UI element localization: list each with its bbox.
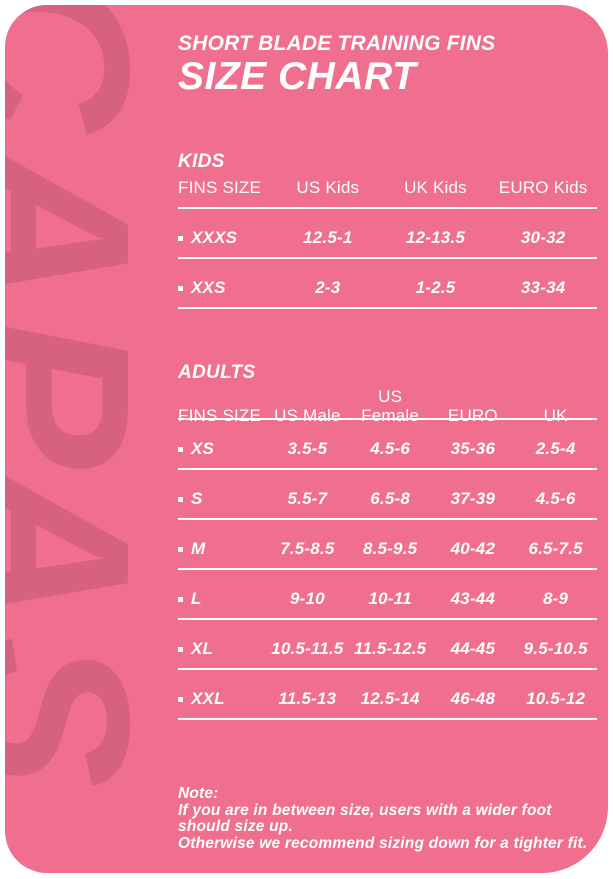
bullet-square-icon (178, 497, 183, 503)
size-value: 7.5-8.5 (280, 539, 335, 559)
bullet-square-icon (178, 286, 183, 292)
fin-size-label: XL (191, 639, 214, 659)
size-cell: XXS (178, 279, 274, 298)
column-header: FINS SIZE (178, 178, 262, 198)
size-cell: XL (178, 640, 266, 659)
bullet-square-icon (178, 647, 183, 653)
size-value: 46-48 (450, 689, 496, 709)
size-value: 4.5-6 (535, 489, 576, 509)
fin-size-label: S (191, 489, 203, 509)
product-subtitle: SHORT BLADE TRAINING FINS (178, 32, 496, 55)
table-row: XXS 2-3 1-2.5 33-34 (178, 259, 597, 309)
size-value: 44-45 (450, 639, 496, 659)
note-line: If you are in between size, users with a… (178, 801, 552, 819)
table-header-row: FINS SIZE US Kids UK Kids EURO Kids (178, 177, 597, 209)
size-cell: XS (178, 440, 266, 459)
size-value: 12.5-1 (303, 228, 353, 248)
size-value: 9-10 (289, 589, 325, 609)
size-value: 33-34 (520, 278, 566, 298)
size-value: 2.5-4 (535, 439, 576, 459)
bullet-square-icon (178, 447, 183, 453)
size-cell: XXL (178, 690, 266, 709)
size-value: 10-11 (368, 589, 412, 609)
size-value: 8.5-9.5 (362, 539, 418, 559)
size-cell: XXXS (178, 229, 274, 248)
table-header-row: FINS SIZE US Male US Female EURO UK (178, 387, 597, 425)
adults-size-table: FINS SIZE US Male US Female EURO UK XS 3.5-5 4.… (178, 387, 597, 720)
adults-section: ADULTS FINS SIZE US Male US Female EURO UK XS… (178, 362, 597, 720)
column-header: US Female (361, 387, 420, 425)
size-value: 12.5-14 (360, 689, 420, 709)
size-value: 11.5-12.5 (353, 639, 427, 659)
kids-section: KIDS FINS SIZE US Kids UK Kids EURO Kids XXX… (178, 151, 597, 309)
bullet-square-icon (178, 697, 183, 703)
table-row: XS 3.5-5 4.5-6 35-36 2.5-4 (178, 420, 597, 470)
column-header: UK Kids (404, 178, 467, 198)
column-header: US Male (274, 405, 341, 425)
column-header: FINS SIZE (178, 405, 262, 425)
size-value: 37-39 (450, 489, 496, 509)
note-label: Note: (178, 785, 219, 802)
size-value: 3.5-5 (287, 439, 328, 459)
table-row: XXL 11.5-13 12.5-14 46-48 10.5-12 (178, 670, 597, 720)
size-value: 43-44 (450, 589, 496, 609)
bullet-square-icon (178, 236, 183, 242)
kids-section-label: KIDS (178, 151, 225, 172)
note-line: should size up. (178, 818, 293, 835)
bullet-square-icon (178, 547, 183, 553)
title-block: SHORT BLADE TRAINING FINS SIZE CHART (178, 31, 495, 98)
note-line: Otherwise we recommend sizing down for a… (178, 834, 588, 852)
column-header: EURO (447, 405, 498, 425)
size-value: 12-13.5 (405, 228, 466, 248)
size-value: 10.5-12 (526, 689, 586, 709)
fin-size-label: L (191, 589, 202, 609)
size-cell: S (178, 490, 266, 509)
size-value: 30-32 (520, 228, 566, 248)
fin-size-label: XXL (191, 689, 225, 709)
fin-size-label: M (191, 539, 206, 559)
size-cell: L (178, 590, 266, 609)
size-value: 4.5-6 (370, 439, 410, 459)
size-value: 35-36 (450, 439, 496, 459)
size-value: 8-9 (543, 589, 569, 609)
column-header: UK (543, 405, 568, 425)
size-value: 2-3 (315, 278, 341, 298)
sizing-note: Note: If you are in between size, users … (178, 785, 608, 852)
fin-size-label: XXS (191, 278, 226, 298)
size-value: 11.5-13 (278, 689, 337, 709)
adults-section-label: ADULTS (178, 362, 256, 383)
size-value: 1-2.5 (415, 278, 456, 298)
column-header: US Kids (296, 178, 360, 198)
size-value: 10.5-11.5 (271, 639, 344, 659)
size-value: 5.5-7 (287, 489, 328, 509)
panel-content: SHORT BLADE TRAINING FINS SIZE CHART KID… (5, 5, 608, 873)
fin-size-label: XS (191, 439, 215, 459)
size-value: 9.5-10.5 (523, 639, 588, 659)
fin-size-label: XXXS (191, 228, 238, 248)
pink-panel: CAPAS SHORT BLADE TRAINING FINS SIZE CHA… (5, 5, 608, 873)
size-value: 6.5-7.5 (528, 539, 583, 559)
table-row: XXXS 12.5-1 12-13.5 30-32 (178, 209, 597, 259)
size-value: 40-42 (450, 539, 496, 559)
column-header: EURO Kids (498, 178, 588, 198)
table-row: XL 10.5-11.5 11.5-12.5 44-45 9.5-10.5 (178, 620, 597, 670)
page-title: SIZE CHART (178, 55, 417, 99)
table-row: M 7.5-8.5 8.5-9.5 40-42 6.5-7.5 (178, 520, 597, 570)
size-cell: M (178, 540, 266, 559)
table-row: S 5.5-7 6.5-8 37-39 4.5-6 (178, 470, 597, 520)
kids-size-table: FINS SIZE US Kids UK Kids EURO Kids XXXS 12.5… (178, 177, 597, 309)
table-row: L 9-10 10-11 43-44 8-9 (178, 570, 597, 620)
size-value: 6.5-8 (370, 489, 410, 509)
bullet-square-icon (178, 597, 183, 603)
